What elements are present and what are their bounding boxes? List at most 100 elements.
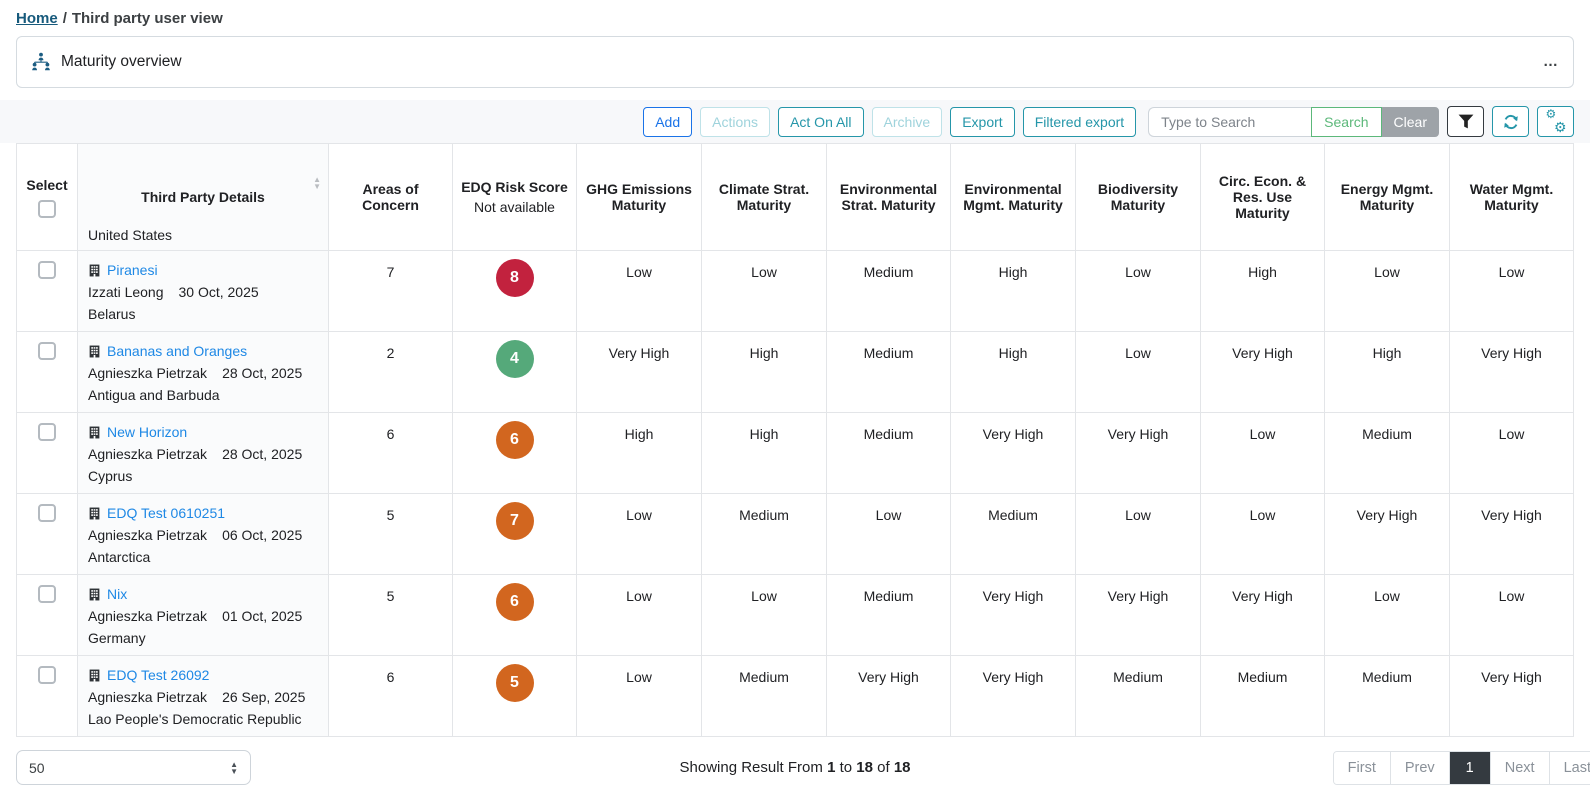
filtered-export-button[interactable]: Filtered export (1022, 106, 1137, 137)
third-party-link[interactable]: EDQ Test 26092 (107, 667, 210, 683)
edq-score-badge[interactable]: 6 (495, 421, 534, 459)
ghg-emissions-maturity-cell: Low (576, 493, 702, 575)
third-party-link[interactable]: Bananas and Oranges (107, 343, 248, 359)
table-row: Bananas and Oranges Agnieszka Pietrzak 28… (16, 331, 1574, 413)
edq-score-badge[interactable]: 5 (495, 664, 534, 702)
contact-date-line: Izzati Leong 30 Oct, 2025 (88, 281, 318, 303)
third-party-link[interactable]: Piranesi (107, 262, 158, 278)
circ-econ-res-use-maturity-cell: Low (1200, 493, 1325, 575)
review-date: 06 Oct, 2025 (222, 527, 303, 543)
breadcrumb-separator: / (62, 10, 67, 27)
edq-score-badge[interactable]: 7 (495, 502, 534, 540)
edq-score-badge[interactable]: 4 (495, 340, 534, 378)
contact-name: Agnieszka Pietrzak (88, 689, 208, 705)
row-checkbox[interactable] (38, 585, 56, 603)
third-party-details-cell: Piranesi Izzati Leong 30 Oct, 2025 Belaru… (77, 250, 329, 332)
edq-header-label: EDQ Risk Score (461, 179, 568, 195)
circ-econ-res-use-maturity-cell: Low (1200, 412, 1325, 494)
column-header-energy-mgmt-maturity: Energy Mgmt. Maturity (1324, 143, 1450, 251)
environmental-mgmt-maturity-cell: High (950, 250, 1076, 332)
country: Belarus (88, 306, 136, 322)
pagination-page-1-button[interactable]: 1 (1448, 751, 1490, 784)
third-party-link[interactable]: EDQ Test 0610251 (107, 505, 226, 521)
edq-risk-score-cell: 6 (452, 574, 577, 656)
pagination-first-button[interactable]: First (1333, 751, 1390, 784)
contact-date-line: Agnieszka Pietrzak 28 Oct, 2025 (88, 443, 318, 465)
column-header-third-party-details[interactable]: Third Party Details ▲ ▼ United States (77, 143, 329, 251)
edq-score-badge[interactable]: 6 (495, 583, 534, 621)
row-checkbox[interactable] (38, 504, 56, 522)
column-header-climate-strat-maturity: Climate Strat. Maturity (701, 143, 827, 251)
panel-menu-ellipsis-icon[interactable]: … (1543, 53, 1559, 70)
third-party-link[interactable]: New Horizon (107, 424, 188, 440)
environmental-mgmt-maturity-cell: Very High (950, 412, 1076, 494)
clear-button[interactable]: Clear (1381, 106, 1439, 137)
areas-of-concern-cell: 5 (328, 574, 453, 656)
pagination-next-button[interactable]: Next (1489, 751, 1549, 784)
contact-name: Agnieszka Pietrzak (88, 527, 208, 543)
filter-button[interactable] (1447, 106, 1484, 137)
breadcrumb: Home / Third party user view (0, 0, 1590, 27)
gears-icon: ⚙ ⚙ (1545, 106, 1567, 135)
settings-button[interactable]: ⚙ ⚙ (1537, 106, 1574, 137)
water-mgmt-maturity-cell: Low (1449, 574, 1574, 656)
actions-button[interactable]: Actions (700, 106, 771, 137)
third-party-table: Select Third Party Details ▲ ▼ United Sta… (16, 143, 1574, 737)
refresh-button[interactable] (1492, 106, 1529, 137)
country: Lao People's Democratic Republic (88, 711, 302, 727)
row-checkbox[interactable] (38, 342, 56, 360)
table-row: Piranesi Izzati Leong 30 Oct, 2025 Belaru… (16, 250, 1574, 332)
contact-date-line: Agnieszka Pietrzak 28 Oct, 2025 (88, 362, 318, 384)
column-header-environmental-strat-maturity: Environmental Strat. Maturity (826, 143, 951, 251)
add-button[interactable]: Add (643, 106, 693, 137)
column-header-ghg-emissions-maturity: GHG Emissions Maturity (576, 143, 702, 251)
environmental-strat-maturity-cell: Medium (826, 412, 951, 494)
water-mgmt-maturity-cell: Very High (1449, 493, 1574, 575)
water-mgmt-maturity-cell: Low (1449, 250, 1574, 332)
country: Cyprus (88, 468, 133, 484)
biodiversity-maturity-cell: Very High (1075, 574, 1201, 656)
ghg-emissions-maturity-cell: High (576, 412, 702, 494)
edq-score-badge[interactable]: 8 (495, 259, 534, 297)
biodiversity-maturity-cell: Medium (1075, 655, 1201, 737)
climate-strat-maturity-cell: Low (701, 574, 827, 656)
search-input[interactable] (1148, 106, 1312, 137)
column-header-edq-risk-score: EDQ Risk Score Not available (452, 143, 577, 251)
search-button[interactable]: Search (1311, 106, 1382, 137)
archive-button[interactable]: Archive (871, 106, 943, 137)
energy-mgmt-maturity-cell: Medium (1324, 412, 1450, 494)
toolbar: Add Actions Act On All Archive Export Fi… (0, 100, 1590, 143)
country: Germany (88, 630, 146, 646)
export-button[interactable]: Export (950, 106, 1015, 137)
page-size-select[interactable]: 50 ▲ ▼ (16, 750, 251, 785)
column-header-select: Select (16, 143, 78, 251)
edq-risk-score-cell: 7 (452, 493, 577, 575)
pagination-prev-button[interactable]: Prev (1389, 751, 1449, 784)
third-party-link[interactable]: Nix (107, 586, 128, 602)
table-body: Piranesi Izzati Leong 30 Oct, 2025 Belaru… (16, 250, 1574, 737)
column-header-circ-econ-res-use-maturity: Circ. Econ. & Res. Use Maturity (1200, 143, 1325, 251)
environmental-strat-maturity-cell: Medium (826, 250, 951, 332)
contact-name: Agnieszka Pietrzak (88, 608, 208, 624)
third-party-details-cell: EDQ Test 26092 Agnieszka Pietrzak 26 Sep,… (77, 655, 329, 737)
select-all-checkbox[interactable] (38, 199, 56, 218)
sort-icon[interactable]: ▲ ▼ (313, 175, 321, 191)
act-on-all-button[interactable]: Act On All (778, 106, 864, 137)
environmental-mgmt-maturity-cell: Medium (950, 493, 1076, 575)
column-header-environmental-mgmt-maturity: Environmental Mgmt. Maturity (950, 143, 1076, 251)
circ-econ-res-use-maturity-cell: Very High (1200, 331, 1325, 413)
biodiversity-maturity-cell: Low (1075, 250, 1201, 332)
pagination-last-button[interactable]: Last (1548, 751, 1590, 784)
building-icon (89, 345, 100, 357)
table-header-row: Select Third Party Details ▲ ▼ United Sta… (16, 143, 1574, 251)
water-mgmt-maturity-cell: Very High (1449, 331, 1574, 413)
row-checkbox[interactable] (38, 666, 56, 684)
third-party-details-cell: New Horizon Agnieszka Pietrzak 28 Oct, 20… (77, 412, 329, 494)
pagination: First Prev 1 Next Last (1332, 750, 1590, 785)
climate-strat-maturity-cell: Medium (701, 655, 827, 737)
water-mgmt-maturity-cell: Low (1449, 412, 1574, 494)
climate-strat-maturity-cell: High (701, 412, 827, 494)
row-checkbox[interactable] (38, 261, 56, 279)
breadcrumb-home-link[interactable]: Home (16, 10, 58, 27)
row-checkbox[interactable] (38, 423, 56, 441)
